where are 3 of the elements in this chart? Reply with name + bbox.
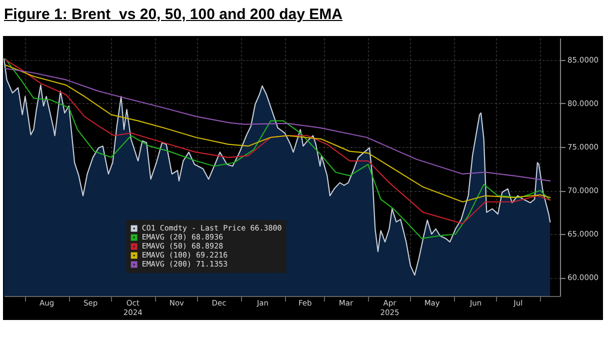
line-series (4, 68, 551, 182)
chart-title: Figure 1: Brent vs 20, 50, 100 and 200 day EMA (4, 6, 342, 23)
line-series (4, 64, 551, 202)
